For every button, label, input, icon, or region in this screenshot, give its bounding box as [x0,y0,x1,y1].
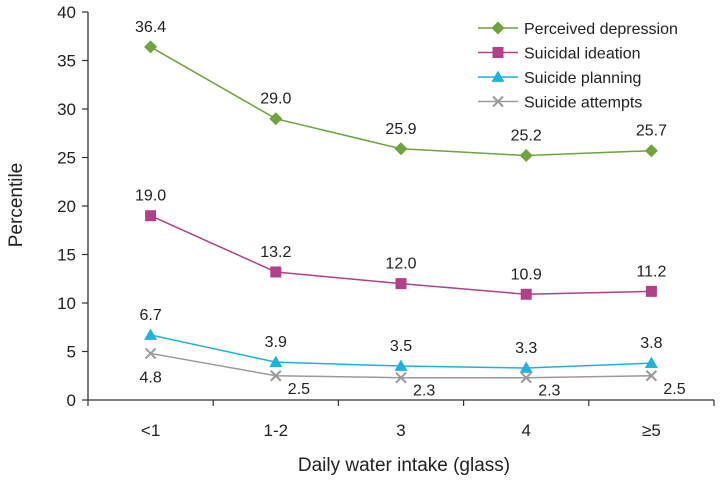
data-label: 2.5 [288,381,310,398]
y-tick-label: 5 [67,343,76,362]
data-point [394,359,408,371]
x-tick-label: 4 [521,421,530,440]
data-point [144,328,158,340]
data-label: 2.3 [413,383,435,400]
x-tick-label: 1-2 [264,421,289,440]
data-point [145,210,157,222]
legend-label: Suicide planning [524,70,641,87]
legend-marker [491,21,505,35]
data-point [144,40,158,54]
data-point [645,370,658,382]
y-tick-label: 10 [57,294,76,313]
data-label: 19.0 [135,188,166,205]
y-tick-label: 35 [57,52,76,71]
legend-label: Perceived depression [524,21,678,38]
x-tick-label: 3 [396,421,405,440]
data-point [644,144,658,158]
data-label: 2.5 [663,381,685,398]
legend-marker [492,95,504,108]
data-point [144,347,157,360]
series-diamond [144,40,658,163]
data-point [269,112,283,126]
y-tick-label: 0 [67,391,76,410]
data-label: 13.2 [260,244,291,261]
series-layer [144,40,658,384]
data-point [520,371,532,384]
legend-item: Suicide attempts [478,95,642,112]
data-point [645,285,657,297]
x-tick-label: ≥5 [642,421,661,440]
data-label: 29.0 [260,91,291,108]
data-label: 25.7 [636,123,667,140]
data-label: 3.8 [640,335,662,352]
y-axis-title: Percentile [6,163,27,248]
data-point [394,142,408,156]
legend-label: Suicide attempts [524,95,642,112]
x-tick-label: <1 [141,421,160,440]
legend-label: Suicidal ideation [524,46,641,63]
legend-item: Suicide planning [478,70,641,87]
data-point [270,370,282,382]
data-label: 36.4 [135,19,166,36]
y-tick-label: 15 [57,246,76,265]
legend-marker [491,70,505,82]
data-label: 11.2 [636,263,666,280]
legend: Perceived depression Suicidal ideation Sui… [478,21,678,112]
data-point [520,288,532,300]
data-label: 10.9 [511,266,542,283]
legend-marker [492,47,504,58]
data-label: 3.3 [515,340,537,357]
y-tick-label: 30 [57,100,76,119]
series-triangle [144,328,658,373]
y-tick-label: 40 [57,3,76,22]
legend-item: Perceived depression [478,21,678,38]
data-labels: 36.4 29.0 25.9 25.2 25.7 19.0 13.2 12.0 10.9 11.2… [135,19,686,400]
data-label: 12.0 [385,256,416,273]
axes: 0 5 10 15 20 25 30 35 40 <1 1-2 3 4 ≥5 [57,3,715,440]
data-label: 3.5 [390,338,412,355]
data-point [519,149,533,163]
data-point [269,355,283,368]
data-label: 25.9 [385,121,416,138]
series-x [144,347,658,384]
legend-item: Suicidal ideation [478,46,641,63]
data-label: 3.9 [265,334,287,351]
data-label: 2.3 [538,383,560,400]
x-axis-title: Daily water intake (glass) [298,455,510,476]
data-point [395,278,407,290]
y-tick-label: 25 [57,149,76,168]
data-point [395,371,407,384]
data-point [270,266,282,278]
y-tick-label: 20 [57,197,76,216]
data-label: 4.8 [139,369,161,386]
data-label: 25.2 [511,128,542,145]
series-square [145,210,657,300]
data-point [644,356,658,369]
data-label: 6.7 [139,307,161,324]
data-point [519,361,533,373]
